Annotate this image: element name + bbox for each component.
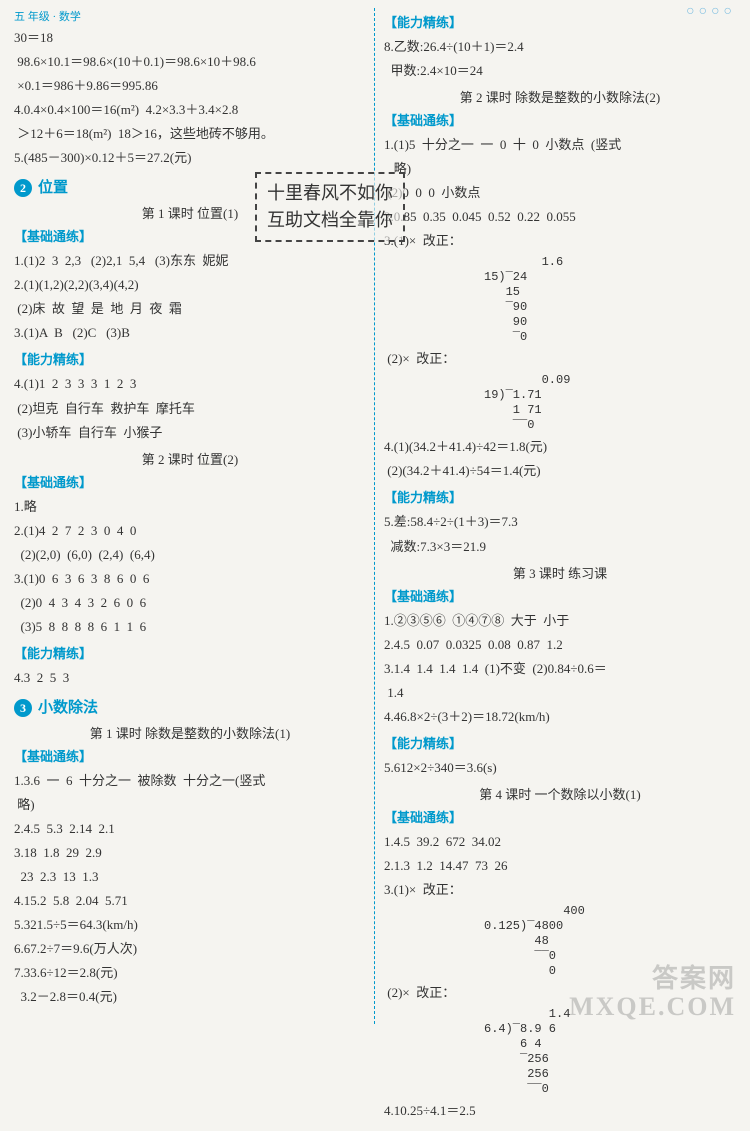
- text-line: 7.33.6÷12＝2.8(元): [14, 961, 366, 985]
- text-line: 4.3 2 5 3: [14, 666, 366, 690]
- text-line: 3.18 1.8 29 2.9: [14, 841, 366, 865]
- text-line: 8.乙数:26.4÷(10＋1)＝2.4: [384, 35, 736, 59]
- text-line: (2)× 改正：: [384, 347, 736, 371]
- skill-practice-heading: 能力精练: [384, 733, 736, 752]
- skill-practice-heading: 能力精练: [14, 349, 366, 368]
- text-line: 23 2.3 13 1.3: [14, 865, 366, 889]
- unit-title: 位置: [38, 180, 68, 196]
- text-line: 5.差:58.4÷2÷(1＋3)＝7.3: [384, 510, 736, 534]
- text-line: 98.6×10.1＝98.6×(10＋0.1)＝98.6×10＋98.6: [14, 50, 366, 74]
- text-line: (2)(34.2＋41.4)÷54＝1.4(元): [384, 459, 736, 483]
- skill-practice-heading: 能力精练: [384, 487, 736, 506]
- text-line: 4.(1)1 2 3 3 3 1 2 3: [14, 372, 366, 396]
- stamp-line2: 互助文档全靠你: [267, 207, 393, 234]
- text-line: 减数:7.3×3＝21.9: [384, 535, 736, 559]
- watermark-top-right: ○○○○: [686, 4, 736, 20]
- text-line: 5.612×2÷340＝3.6(s): [384, 756, 736, 780]
- text-line: 略): [14, 793, 366, 817]
- text-line: 3.(1)× 改正：: [384, 229, 736, 253]
- lesson-subtitle: 第 1 课时 除数是整数的小数除法(1): [14, 723, 366, 742]
- lesson-subtitle: 第 2 课时 除数是整数的小数除法(2): [384, 87, 736, 106]
- text-line: (3)5 8 8 8 8 6 1 1 6: [14, 615, 366, 639]
- text-line: 5.321.5÷5＝64.3(km/h): [14, 913, 366, 937]
- text-line: 3.(1)0 6 3 6 3 8 6 0 6: [14, 567, 366, 591]
- text-line: 1.4: [384, 681, 736, 705]
- text-line: 4.10.25÷4.1＝2.5: [384, 1099, 736, 1123]
- basic-practice-heading: 基础通练: [384, 110, 736, 129]
- text-line: 4.(1)(34.2＋41.4)÷42＝1.8(元): [384, 435, 736, 459]
- watermark-text-2: MXQE.COM: [569, 993, 736, 1022]
- text-line: 1.②③⑤⑥ ①④⑦⑧ 大于 小于: [384, 609, 736, 633]
- text-line: 3.(1)× 改正：: [384, 878, 736, 902]
- text-line: ×0.1＝986＋9.86＝995.86: [14, 74, 366, 98]
- text-line: 2.4.5 0.07 0.0325 0.08 0.87 1.2: [384, 633, 736, 657]
- text-line: 6.67.2÷7＝9.6(万人次): [14, 937, 366, 961]
- text-line: 3.(1)A B (2)C (3)B: [14, 321, 366, 345]
- lesson-subtitle: 第 2 课时 位置(2): [14, 449, 366, 468]
- text-line: 1.(1)5 十分之一 一 0 十 0 小数点 (竖式: [384, 133, 736, 157]
- lesson-subtitle: 第 4 课时 一个数除以小数(1): [384, 784, 736, 803]
- text-line: 2.(1)(1,2)(2,2)(3,4)(4,2): [14, 273, 366, 297]
- unit-title: 小数除法: [38, 700, 98, 716]
- text-line: 略): [384, 157, 736, 181]
- text-line: (2)床 故 望 是 地 月 夜 霜: [14, 297, 366, 321]
- basic-practice-heading: 基础通练: [14, 472, 366, 491]
- text-line: ＞12＋6＝18(m²) 18＞16，这些地砖不够用。: [14, 122, 366, 146]
- page: 五 年级 · 数学 30＝18 98.6×10.1＝98.6×(10＋0.1)＝…: [0, 0, 750, 1131]
- column-divider: [374, 8, 375, 1024]
- text-line: 3.1.4 1.4 1.4 1.4 (1)不变 (2)0.84÷0.6＝: [384, 657, 736, 681]
- text-line: (3)小轿车 自行车 小猴子: [14, 421, 366, 445]
- text-line: (2)0 0 0 小数点: [384, 181, 736, 205]
- skill-practice-heading: 能力精练: [14, 643, 366, 662]
- unit-number-icon: 2: [14, 179, 32, 197]
- text-line: 2.1.3 1.2 14.47 73 26: [384, 854, 736, 878]
- text-line: 5.(485－300)×0.12＋5＝27.2(元): [14, 146, 366, 170]
- stamp-overlay: 十里春风不如你 互助文档全靠你: [255, 172, 405, 242]
- text-line: 2.0.85 0.35 0.045 0.52 0.22 0.055: [384, 205, 736, 229]
- watermark-text-1: 答案网: [569, 965, 736, 994]
- text-line: 2.(1)4 2 7 2 3 0 4 0: [14, 519, 366, 543]
- grade-subject-badge: 五 年级 · 数学: [14, 8, 366, 24]
- text-line: (2)坦克 自行车 救护车 摩托车: [14, 397, 366, 421]
- unit-number-icon: 3: [14, 699, 32, 717]
- text-line: 2.4.5 5.3 2.14 2.1: [14, 817, 366, 841]
- text-line: 1.略: [14, 495, 366, 519]
- stamp-line1: 十里春风不如你: [267, 180, 393, 207]
- text-line: (2)(2,0) (6,0) (2,4) (6,4): [14, 543, 366, 567]
- text-line: 4.0.4×0.4×100＝16(m²) 4.2×3.3＋3.4×2.8: [14, 98, 366, 122]
- skill-practice-heading: 能力精练: [384, 12, 736, 31]
- long-division: 0.09 19)‾1.71 1 71 ‾‾0: [484, 373, 736, 433]
- text-line: (2)0 4 3 4 3 2 6 0 6: [14, 591, 366, 615]
- basic-practice-heading: 基础通练: [14, 746, 366, 765]
- lesson-subtitle: 第 3 课时 练习课: [384, 563, 736, 582]
- text-line: 1.(1)2 3 2,3 (2)2,1 5,4 (3)东东 妮妮: [14, 249, 366, 273]
- right-column: 能力精练 8.乙数:26.4÷(10＋1)＝2.4 甲数:2.4×10＝24 第…: [374, 8, 736, 1123]
- text-line: 4.46.8×2÷(3＋2)＝18.72(km/h): [384, 705, 736, 729]
- text-line: 4.15.2 5.8 2.04 5.71: [14, 889, 366, 913]
- long-division: 1.6 15)‾24 15 ‾90 90 ‾0: [484, 255, 736, 345]
- unit-3-heading: 3 小数除法: [14, 696, 366, 717]
- text-line: 甲数:2.4×10＝24: [384, 59, 736, 83]
- text-line: 1.3.6 一 6 十分之一 被除数 十分之一(竖式: [14, 769, 366, 793]
- basic-practice-heading: 基础通练: [384, 586, 736, 605]
- text-line: 30＝18: [14, 26, 366, 50]
- text-line: 1.4.5 39.2 672 34.02: [384, 830, 736, 854]
- text-line: 3.2－2.8＝0.4(元): [14, 985, 366, 1009]
- basic-practice-heading: 基础通练: [384, 807, 736, 826]
- watermark-bottom-right: 答案网 MXQE.COM: [569, 965, 736, 1022]
